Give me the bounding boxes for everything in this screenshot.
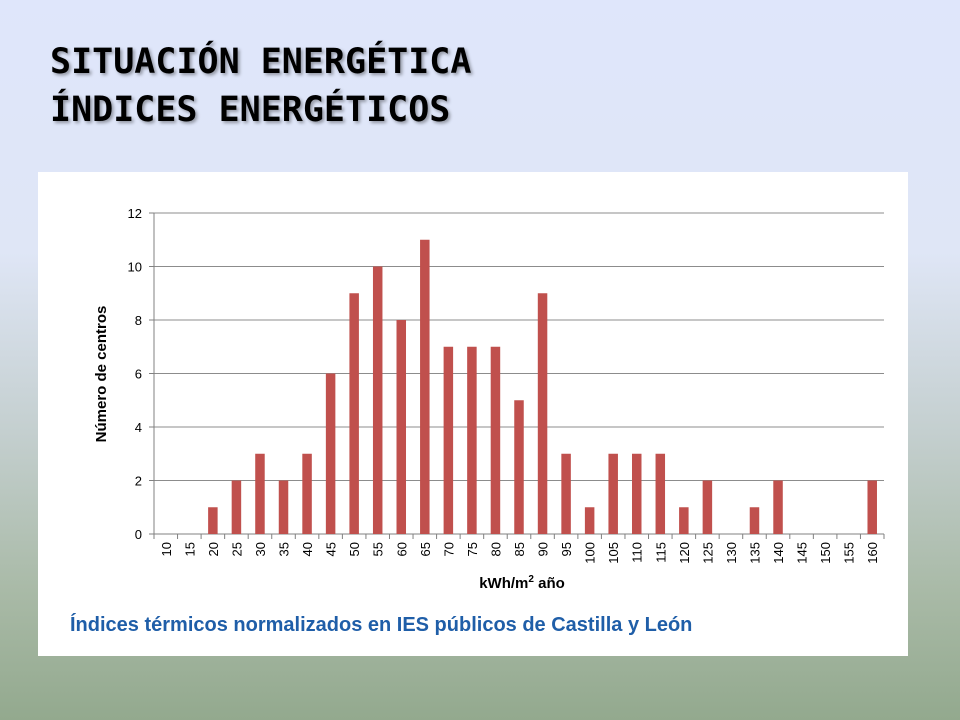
x-axis-label-superscript: 2: [528, 574, 534, 585]
slide-title: SITUACIÓN ENERGÉTICA ÍNDICES ENERGÉTICOS: [50, 38, 471, 134]
x-tick-label: 155: [842, 542, 857, 564]
histogram-chart: 0 2 4 6 8 10 12 10 15 20 25 30 35 40 45 50 55 60 65 70 75 80 8…: [93, 206, 885, 592]
bar: [302, 453, 312, 534]
y-axis-label: Número de centros: [93, 306, 110, 443]
y-tick-label: 12: [128, 206, 142, 221]
x-tick-label: 125: [700, 542, 715, 564]
chart-caption: Índices térmicos normalizados en IES púb…: [70, 614, 693, 636]
bar: [608, 453, 618, 534]
bar: [584, 507, 595, 534]
x-tick-label: 160: [865, 542, 880, 564]
x-tick-label: 35: [277, 542, 292, 556]
axes: 0 2 4 6 8 10 12 10 15 20 25 30 35 40 45 50 55 60 65 70 75 80 8…: [128, 206, 885, 564]
bar: [396, 320, 407, 534]
bar: [372, 266, 383, 534]
x-tick-label: 60: [394, 542, 409, 556]
bar: [867, 480, 877, 534]
bar: [349, 293, 359, 534]
x-tick-label: 105: [606, 542, 621, 564]
bar: [278, 480, 289, 534]
x-tick-label: 95: [559, 542, 574, 556]
x-tick-label: 70: [441, 542, 456, 556]
bar: [773, 480, 783, 534]
bar: [420, 239, 430, 534]
x-tick-label: 55: [371, 542, 386, 556]
bars: [208, 239, 877, 534]
x-tick-label: 50: [347, 542, 362, 556]
x-tick-label: 110: [630, 542, 645, 563]
x-tick-label: 145: [795, 542, 810, 564]
x-tick-label: 45: [324, 542, 339, 556]
x-axis-label-tail: año: [534, 575, 565, 592]
x-tick-label: 100: [583, 542, 598, 564]
y-tick-label: 10: [128, 260, 142, 275]
bar: [208, 507, 218, 534]
bar: [443, 346, 454, 534]
x-tick-label: 80: [488, 542, 503, 556]
x-axis-label: kWh/m2 año: [479, 574, 565, 592]
bar: [490, 346, 501, 534]
x-tick-label: 140: [771, 542, 786, 564]
bar: [514, 400, 524, 534]
bar: [467, 346, 477, 534]
y-tick-label: 4: [135, 420, 142, 435]
bar: [702, 480, 713, 534]
slide-title-line-1: SITUACIÓN ENERGÉTICA: [50, 42, 472, 82]
bar: [561, 453, 571, 534]
x-tick-label: 65: [418, 542, 433, 556]
x-tick-label: 135: [747, 542, 762, 564]
slide-title-line-2: ÍNDICES ENERGÉTICOS: [50, 90, 451, 130]
bar: [749, 507, 760, 534]
x-tick-label: 15: [182, 542, 197, 556]
bar: [537, 293, 548, 534]
x-tick-label: 115: [653, 542, 668, 563]
x-tick-label: 75: [465, 542, 480, 556]
y-tick-label: 2: [135, 474, 142, 489]
bar: [655, 453, 666, 534]
bar: [255, 453, 265, 534]
x-tick-label: 40: [300, 542, 315, 556]
x-tick-label: 25: [229, 542, 244, 556]
x-axis-label-unit: kWh/m: [479, 575, 528, 592]
y-tick-label: 0: [135, 527, 142, 542]
x-tick-label: 150: [818, 542, 833, 564]
bar: [679, 507, 689, 534]
bar: [325, 373, 336, 534]
x-tick-label: 85: [512, 542, 527, 556]
bar: [631, 453, 642, 534]
x-tick-label: 130: [724, 542, 739, 564]
x-tick-label: 30: [253, 542, 268, 556]
bar: [231, 480, 242, 534]
y-tick-label: 8: [135, 313, 142, 328]
x-tick-label: 20: [206, 542, 221, 556]
chart-card: 0 2 4 6 8 10 12 10 15 20 25 30 35 40 45 50 55 60 65 70 75 80 8…: [38, 172, 908, 656]
y-tick-label: 6: [135, 367, 142, 382]
x-tick-label: 120: [677, 542, 692, 564]
x-tick-label: 10: [159, 542, 174, 556]
x-tick-label: 90: [536, 542, 551, 556]
